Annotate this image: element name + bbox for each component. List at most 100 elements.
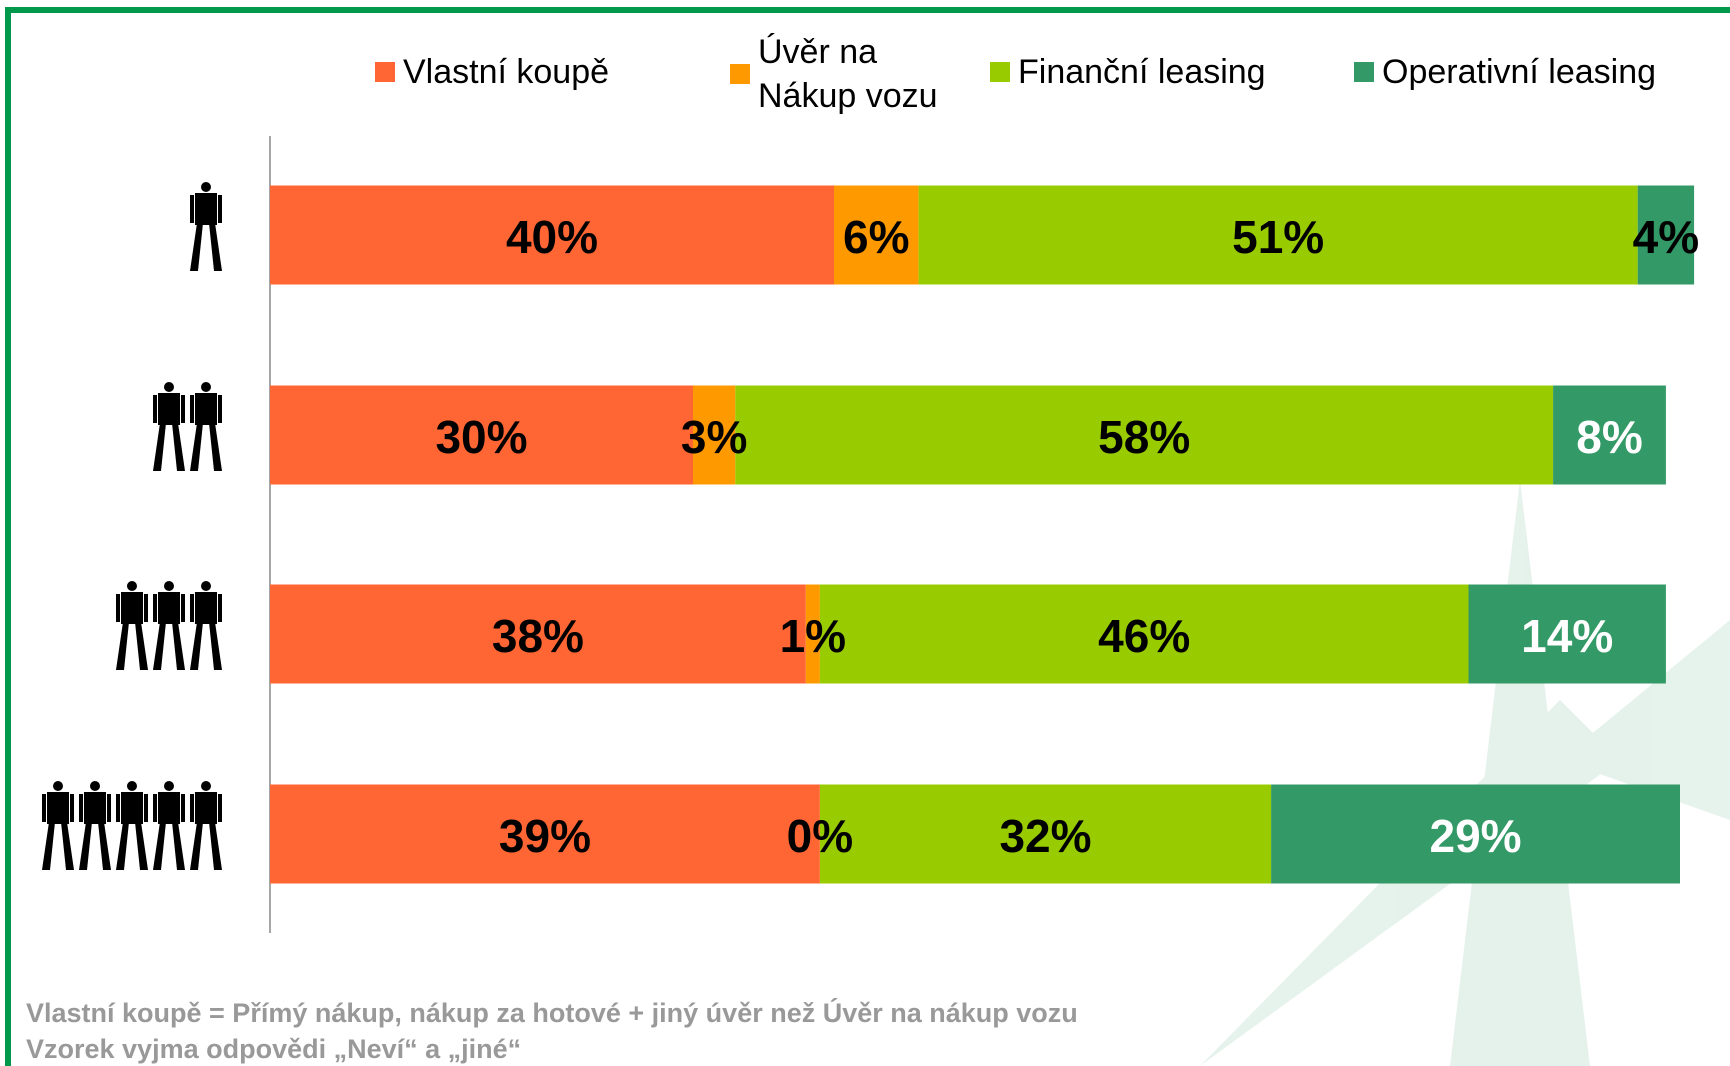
legend-swatch xyxy=(1354,62,1374,82)
bar-segment xyxy=(735,385,1554,485)
value-label: 0% xyxy=(787,810,853,862)
icon-part xyxy=(195,592,217,624)
icon-part xyxy=(42,794,46,822)
icon-part xyxy=(153,594,157,622)
bar-segment xyxy=(834,185,919,285)
icon-part xyxy=(116,794,120,822)
icon-part xyxy=(98,822,111,870)
value-label: 39% xyxy=(499,810,591,862)
value-label: 46% xyxy=(1098,610,1190,662)
bar-segment xyxy=(1468,584,1666,684)
icon-part xyxy=(116,622,129,670)
category-icon xyxy=(116,581,222,670)
icon-part xyxy=(218,395,222,423)
icon-part xyxy=(190,594,194,622)
icon-part xyxy=(153,423,166,471)
icon-part xyxy=(195,193,217,225)
icon-part xyxy=(116,822,129,870)
legend-item: Úvěr na Nákup vozu xyxy=(730,30,958,118)
icon-part xyxy=(201,382,211,392)
icon-part xyxy=(70,794,74,822)
icon-part xyxy=(190,794,194,822)
note: Vzorek vyjma odpovědi „Neví“ a „jiné“ xyxy=(26,1034,522,1064)
legend-item: Finanční leasing xyxy=(990,50,1266,94)
value-label: 6% xyxy=(843,211,909,263)
icon-part xyxy=(61,822,74,870)
icon-part xyxy=(121,792,143,824)
icon-part xyxy=(190,423,203,471)
legend-label: Operativní leasing xyxy=(1382,53,1657,91)
icon-part xyxy=(209,423,222,471)
note: Vlastní koupě = Přímý nákup, nákup za ho… xyxy=(26,998,1078,1028)
category-icon xyxy=(153,382,222,471)
bar-segment xyxy=(1271,784,1680,884)
icon-part xyxy=(144,794,148,822)
icon-part xyxy=(172,822,185,870)
bar-segment xyxy=(819,584,1469,684)
legend-label: Finanční leasing xyxy=(1018,53,1266,91)
icon-part xyxy=(164,781,174,791)
bar-segment xyxy=(1637,185,1695,285)
value-label: 58% xyxy=(1098,411,1190,463)
icon-part xyxy=(135,622,148,670)
icon-part xyxy=(209,223,222,271)
value-label: 8% xyxy=(1576,411,1642,463)
icon-part xyxy=(107,794,111,822)
legend-item: Operativní leasing xyxy=(1354,50,1656,94)
icon-part xyxy=(79,794,83,822)
icon-part xyxy=(209,622,222,670)
bar-segment xyxy=(693,385,736,485)
value-label: 3% xyxy=(681,411,747,463)
icon-part xyxy=(127,581,137,591)
value-label: 14% xyxy=(1521,610,1613,662)
icon-part xyxy=(164,382,174,392)
icon-part xyxy=(121,592,143,624)
icon-part xyxy=(153,822,166,870)
icon-part xyxy=(218,794,222,822)
icon-part xyxy=(181,794,185,822)
icon-part xyxy=(53,781,63,791)
value-label: 29% xyxy=(1430,810,1522,862)
icon-part xyxy=(158,592,180,624)
value-label: 4% xyxy=(1633,211,1699,263)
bar-segment xyxy=(918,185,1638,285)
icon-part xyxy=(172,622,185,670)
icon-part xyxy=(190,822,203,870)
icon-part xyxy=(158,792,180,824)
bar-segment xyxy=(805,584,820,684)
icon-part xyxy=(153,794,157,822)
icon-part xyxy=(84,792,106,824)
value-label: 32% xyxy=(999,810,1091,862)
value-label: 1% xyxy=(780,610,846,662)
icon-part xyxy=(190,622,203,670)
value-label: 30% xyxy=(435,411,527,463)
legend-swatch xyxy=(730,64,750,84)
icon-part xyxy=(190,395,194,423)
icon-part xyxy=(153,395,157,423)
value-label: 38% xyxy=(492,610,584,662)
icon-part xyxy=(190,195,194,223)
icon-part xyxy=(181,594,185,622)
category-icon xyxy=(190,182,222,271)
category-icon xyxy=(42,781,222,870)
icon-part xyxy=(201,182,211,192)
bar-segment xyxy=(270,784,820,884)
icon-part xyxy=(218,195,222,223)
legend-label: Úvěr na Nákup vozu xyxy=(758,33,938,115)
icon-part xyxy=(127,781,137,791)
icon-part xyxy=(42,822,55,870)
background-decor xyxy=(1200,480,1730,1066)
icon-part xyxy=(181,395,185,423)
icon-part xyxy=(47,792,69,824)
icon-part xyxy=(164,581,174,591)
icon-part xyxy=(158,393,180,425)
value-label: 51% xyxy=(1232,211,1324,263)
bar-segment xyxy=(1553,385,1666,485)
icon-part xyxy=(135,822,148,870)
icon-part xyxy=(201,781,211,791)
icon-part xyxy=(195,393,217,425)
icon-part xyxy=(79,822,92,870)
icon-part xyxy=(195,792,217,824)
icon-part xyxy=(172,423,185,471)
